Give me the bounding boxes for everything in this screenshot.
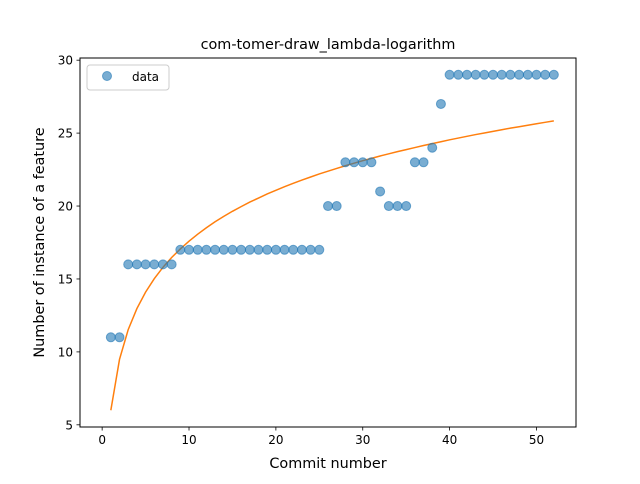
data-point [227, 244, 238, 255]
data-point [140, 259, 151, 270]
data-point [314, 244, 325, 255]
data-point [548, 69, 559, 80]
data-point [253, 244, 264, 255]
data-point [262, 244, 273, 255]
data-point [479, 69, 490, 80]
data-point [331, 201, 342, 212]
data-point [149, 259, 160, 270]
data-point [236, 244, 247, 255]
data-point [349, 157, 360, 168]
data-point [218, 244, 229, 255]
data-point [470, 69, 481, 80]
legend-label-data: data [132, 70, 159, 84]
data-point [296, 244, 307, 255]
x-tick-label: 0 [98, 433, 106, 447]
x-tick-label: 50 [529, 433, 544, 447]
data-point [366, 157, 377, 168]
data-point [157, 259, 168, 270]
x-tick-label: 40 [442, 433, 457, 447]
data-point [488, 69, 499, 80]
legend-marker-data [102, 71, 112, 81]
x-tick-label: 20 [268, 433, 283, 447]
x-tick-label: 10 [181, 433, 196, 447]
y-tick-label: 25 [58, 127, 73, 141]
data-point [305, 244, 316, 255]
data-point [392, 201, 403, 212]
data-point [166, 259, 177, 270]
y-tick-label: 20 [58, 200, 73, 214]
data-point [105, 332, 116, 343]
data-point [210, 244, 221, 255]
plot-frame [79, 57, 577, 428]
data-point [288, 244, 299, 255]
data-point [540, 69, 551, 80]
data-point [418, 157, 429, 168]
data-point [123, 259, 134, 270]
x-axis-label: Commit number [269, 456, 386, 472]
data-point [444, 69, 455, 80]
y-tick-label: 15 [58, 272, 73, 286]
data-point [244, 244, 255, 255]
y-axis-label: Number of instance of a feature [32, 127, 48, 357]
y-tick-label: 5 [65, 418, 73, 432]
data-point [270, 244, 281, 255]
data-point [131, 259, 142, 270]
y-tick-label: 10 [58, 345, 73, 359]
data-point [201, 244, 212, 255]
fit-line [110, 120, 554, 411]
data-point [184, 244, 195, 255]
data-point [514, 69, 525, 80]
data-point [279, 244, 290, 255]
data-point [435, 98, 446, 109]
data-point [340, 157, 351, 168]
data-point [375, 186, 386, 197]
data-point [383, 201, 394, 212]
data-point [114, 332, 125, 343]
data-point [409, 157, 420, 168]
data-point [175, 244, 186, 255]
data-point [531, 69, 542, 80]
data-point [357, 157, 368, 168]
data-point [427, 142, 438, 153]
data-point [461, 69, 472, 80]
data-point [496, 69, 507, 80]
legend: data [86, 64, 170, 91]
chart-title: com-tomer-draw_lambda-logarithm [201, 37, 456, 53]
x-tick-label: 30 [355, 433, 370, 447]
data-point [522, 69, 533, 80]
data-point [192, 244, 203, 255]
data-point [505, 69, 516, 80]
data-point [323, 201, 333, 212]
data-point [453, 69, 464, 80]
data-point [401, 201, 412, 212]
y-tick-label: 30 [58, 54, 73, 68]
